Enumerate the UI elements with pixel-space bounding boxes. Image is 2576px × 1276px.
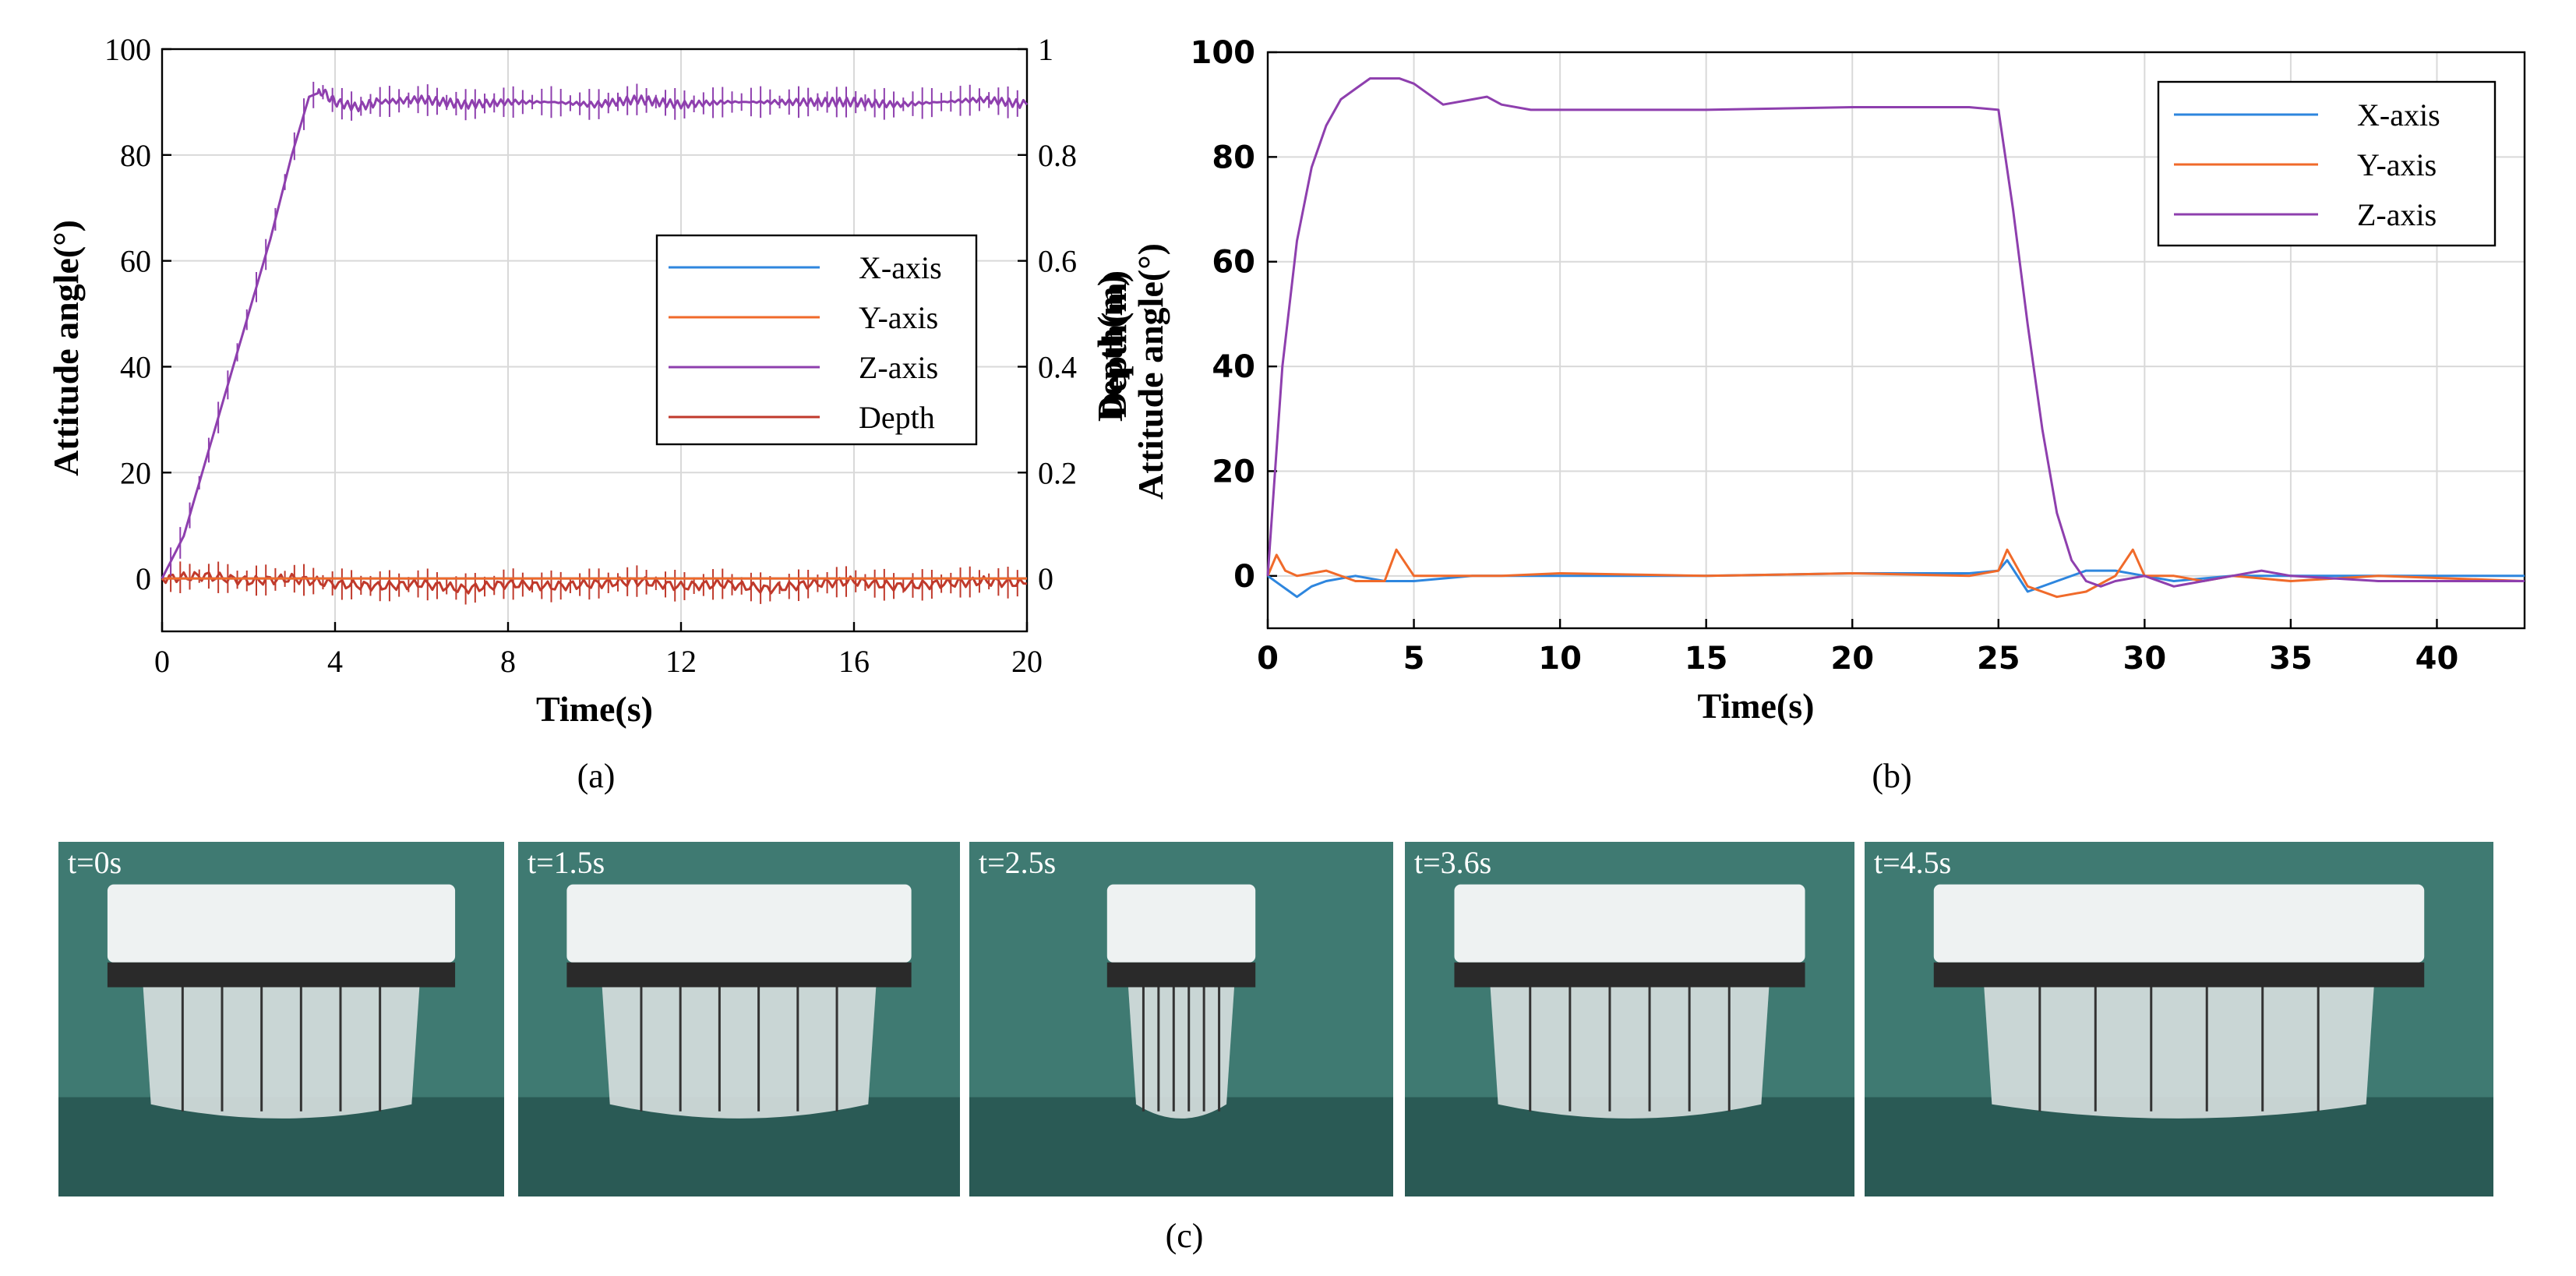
x-tick-label: 4 (327, 644, 343, 679)
fin (1490, 987, 1770, 1119)
photo-3: t=2.5s (969, 842, 1393, 1196)
plot-frame-a (161, 48, 1029, 633)
x-tick-label: 40 (2415, 641, 2459, 677)
y-tick-label: 80 (120, 138, 151, 173)
y-tick-label: 40 (1212, 349, 1255, 385)
y2-tick-label: 0.4 (1038, 349, 1077, 384)
robot-body (566, 884, 912, 963)
photo-strip: t=0s t=1.5s t=2.5s t=3.6s t=4.5s (58, 842, 2493, 1196)
x-tick-label: 20 (1830, 641, 1874, 677)
x-tick-label: 15 (1685, 641, 1728, 677)
robot-body (107, 884, 456, 963)
robot-frame (566, 962, 912, 988)
series-zaxis-b (1266, 77, 2525, 588)
y2-tick-label: 0 (1038, 561, 1053, 596)
fin (143, 987, 420, 1119)
fin (1128, 987, 1234, 1119)
photo-caption: t=1.5s (528, 845, 605, 880)
y2-axis-title-a: Depth(m) (1094, 270, 1134, 418)
photo-1: t=0s (58, 842, 504, 1196)
y-tick-label: 0 (136, 561, 151, 596)
legend-box-a (655, 234, 978, 446)
x-tick-label: 8 (500, 644, 516, 679)
x-tick-label: 30 (2123, 641, 2167, 677)
photo-caption: t=2.5s (979, 845, 1056, 880)
y-axis-title-overlap-b: Depth(m) (1090, 274, 1130, 422)
x-tick-label: 0 (1257, 641, 1279, 677)
photo-2: t=1.5s (518, 842, 960, 1196)
y2-tick-label: 1 (1038, 32, 1053, 67)
robot-frame (107, 962, 456, 988)
photo-5: t=4.5s (1865, 842, 2493, 1196)
chart-a: 0 4 8 12 16 20 0 20 40 60 80 100 0 0.2 0.4 0.6 0.8 1 X-axi… (46, 32, 1134, 729)
y-tick-label: 0 (1233, 559, 1255, 595)
series-xaxis-b (1267, 559, 2525, 599)
fin (602, 987, 877, 1119)
y2-tick-label: 0.6 (1038, 244, 1077, 279)
y-tick-label: 80 (1212, 140, 1255, 175)
legend-label: Depth (859, 400, 935, 435)
x-tick-label: 10 (1538, 641, 1582, 677)
photo-caption: t=4.5s (1874, 845, 1951, 880)
y2-tick-label: 0.2 (1038, 455, 1077, 490)
x-tick-label: 20 (1011, 644, 1043, 679)
panel-label-c: (c) (1166, 1217, 1204, 1255)
photo-caption: t=3.6s (1414, 845, 1491, 880)
x-tick-label: 12 (665, 644, 697, 679)
panel-label-a: (a) (577, 757, 616, 795)
y-axis-title-a: Attitude angle(°) (46, 220, 86, 476)
y2-tick-label: 0.8 (1038, 138, 1077, 173)
fin (1984, 987, 2374, 1119)
plot-frame-b (1266, 51, 2526, 630)
x-tick-label: 0 (154, 644, 170, 679)
x-axis-title-a: Time(s) (536, 689, 653, 729)
x-tick-label: 25 (1977, 641, 2020, 677)
y-tick-label: 20 (120, 455, 151, 490)
legend-label: Y-axis (859, 300, 938, 335)
x-tick-label: 35 (2269, 641, 2313, 677)
photo-4: t=3.6s (1405, 842, 1854, 1196)
robot-frame (1454, 962, 1805, 988)
legend-b: X-axis Y-axis Z-axis (2157, 80, 2497, 247)
y-tick-label: 100 (1191, 35, 1256, 71)
y-tick-label: 100 (104, 32, 151, 67)
x-tick-label: 16 (838, 644, 870, 679)
legend-a: X-axis Y-axis Z-axis Depth (655, 234, 978, 446)
series-yaxis-b (1266, 548, 2525, 599)
x-tick-label: 5 (1403, 641, 1425, 677)
robot-body (1106, 884, 1256, 963)
legend-label: Z-axis (2357, 197, 2437, 232)
y-tick-label: 60 (1212, 245, 1255, 281)
robot-body (1454, 884, 1805, 963)
series-depth-a (161, 571, 1028, 595)
robot-frame (1933, 962, 2425, 988)
panel-label-b: (b) (1872, 757, 1911, 795)
robot-body (1933, 884, 2425, 963)
robot-frame (1106, 962, 1256, 988)
legend-label: Z-axis (859, 350, 938, 385)
y-axis-title-b: Attitude angle(°) (1131, 243, 1170, 500)
y-tick-label: 60 (120, 244, 151, 279)
photo-caption: t=0s (68, 845, 122, 880)
y-tick-label: 20 (1212, 454, 1255, 490)
legend-label: X-axis (2357, 97, 2440, 133)
legend-label: Y-axis (2357, 147, 2437, 182)
legend-label: X-axis (859, 250, 942, 285)
x-axis-title-b: Time(s) (1698, 686, 1815, 726)
chart-b: 0 5 10 15 20 25 30 35 40 0 20 40 60 80 100 X-axis Y-axis… (1090, 35, 2526, 726)
y-tick-label: 40 (120, 349, 151, 384)
